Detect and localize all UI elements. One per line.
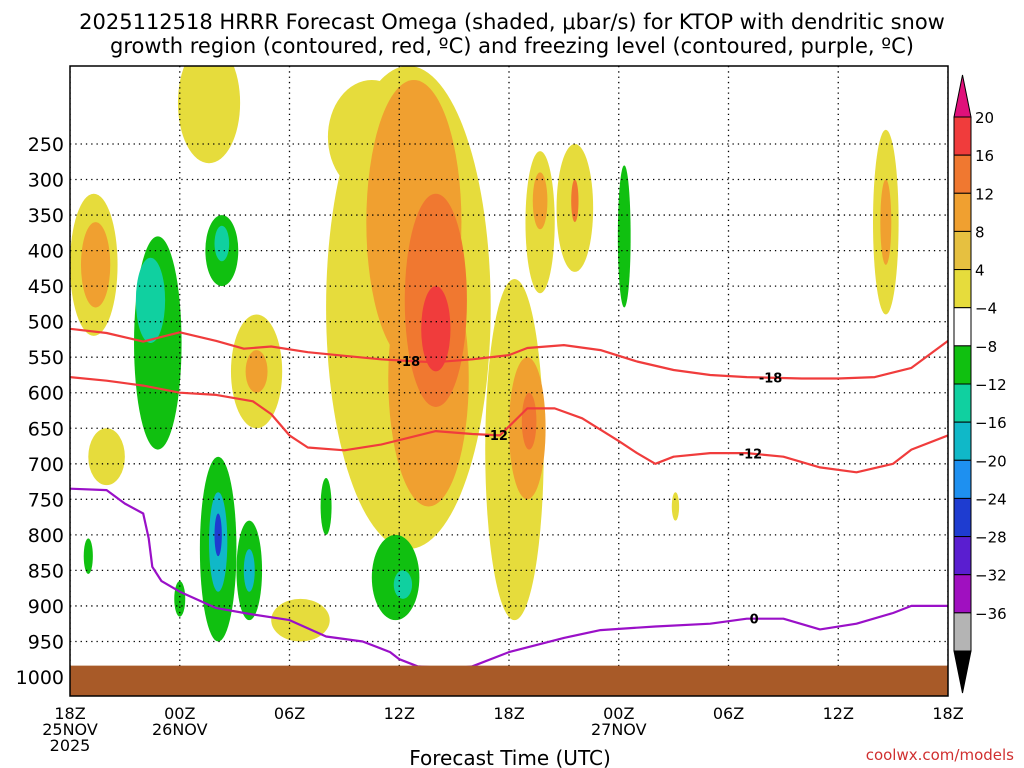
x-tick-label: 00Z — [603, 704, 634, 723]
x-tick-sublabel: 27NOV — [591, 720, 647, 739]
freezing-level-line — [70, 487, 948, 670]
colorbar: 20 16 12 8 4 −4 −8 −12 −16 −20 −24 −28 −32 −36 — [953, 74, 1007, 694]
y-tick-label: 300 — [28, 170, 64, 192]
y-axis: 250 300 350 400 450 500 550 600 650 700 750 800 850 9… — [16, 134, 64, 689]
colorbar-label: 20 — [975, 109, 994, 127]
omega-region — [671, 492, 680, 521]
colorbar-swatch — [953, 421, 972, 461]
colorbar-swatch — [953, 269, 972, 309]
omega-region — [214, 225, 230, 262]
y-tick-label: 400 — [28, 241, 64, 263]
y-tick-label: 1000 — [16, 667, 64, 689]
dgz-contour-label: -18 — [397, 355, 421, 370]
dgz-contour-label: -12 — [484, 429, 508, 444]
x-tick-label: 06Z — [274, 704, 305, 723]
omega-region — [243, 549, 255, 592]
y-tick-label: 800 — [28, 525, 64, 547]
chart-title-line-2: growth region (contoured, red, ºC) and f… — [110, 34, 914, 58]
omega-shading — [70, 66, 899, 642]
y-tick-label: 900 — [28, 596, 64, 618]
colorbar-label: 4 — [975, 262, 985, 280]
omega-region — [177, 66, 241, 164]
colorbar-label: −20 — [975, 452, 1007, 470]
x-tick-sublabel: 2025 — [50, 736, 91, 755]
dgz-contour-label: -18 — [759, 372, 783, 387]
colorbar-label: 8 — [975, 223, 985, 241]
omega-region — [245, 350, 268, 393]
omega-region — [532, 172, 548, 230]
colorbar-label: −36 — [975, 605, 1007, 623]
omega-region — [421, 286, 451, 372]
omega-region — [214, 513, 222, 557]
omega-region — [521, 392, 537, 450]
omega-region — [617, 165, 631, 308]
y-tick-label: 550 — [28, 347, 64, 369]
x-tick-label: 00Z — [164, 704, 195, 723]
freezing-level-label: 0 — [750, 613, 759, 628]
omega-region — [571, 179, 579, 223]
colorbar-swatch — [953, 345, 972, 385]
omega-region — [320, 478, 332, 535]
chart-title-line-1: 2025112518 HRRR Forecast Omega (shaded, … — [79, 10, 945, 34]
x-axis-label: Forecast Time (UTC) — [409, 746, 611, 768]
y-tick-label: 250 — [28, 134, 64, 156]
x-tick-label: 12Z — [384, 704, 415, 723]
colorbar-swatch — [953, 383, 972, 423]
omega-region — [83, 538, 93, 574]
y-tick-label: 950 — [28, 631, 64, 653]
contour-lines: -18 -18 -12 -12 0 — [70, 327, 948, 670]
ground-surface — [70, 665, 948, 696]
x-tick-label: 06Z — [713, 704, 744, 723]
omega-region — [88, 428, 125, 486]
omega-region — [880, 179, 892, 265]
x-tick-label: 18Z — [54, 704, 85, 723]
y-tick-label: 700 — [28, 454, 64, 476]
colorbar-swatch — [953, 192, 972, 232]
y-tick-label: 350 — [28, 205, 64, 227]
y-tick-label: 500 — [28, 312, 64, 334]
colorbar-swatch — [953, 230, 972, 271]
dgz-contour-line — [70, 327, 948, 380]
plot-frame — [69, 65, 949, 697]
y-tick-label: 650 — [28, 418, 64, 440]
x-tick-label: 18Z — [932, 704, 963, 723]
x-tick-label: 12Z — [823, 704, 854, 723]
colorbar-label: −28 — [975, 529, 1007, 547]
omega-region — [393, 570, 413, 599]
colorbar-label: 16 — [975, 147, 994, 165]
x-tick-sublabel: 25NOV — [42, 720, 98, 739]
dgz-contour-label: -12 — [739, 447, 763, 462]
colorbar-label: 12 — [975, 185, 994, 203]
omega-region — [135, 257, 166, 343]
colorbar-swatch — [953, 116, 972, 156]
colorbar-label: −16 — [975, 414, 1007, 432]
grid-lines — [70, 66, 948, 696]
y-tick-label: 750 — [28, 489, 64, 511]
y-tick-label: 850 — [28, 560, 64, 582]
colorbar-label: −8 — [975, 338, 997, 356]
dgz-contour-line — [70, 376, 948, 474]
colorbar-bottom-arrow — [953, 650, 972, 694]
credit-text[interactable]: coolwx.com/models — [866, 746, 1014, 764]
colorbar-label: −12 — [975, 376, 1007, 394]
omega-region — [80, 222, 111, 308]
colorbar-swatch — [953, 536, 972, 576]
plot-area: -18 -18 -12 -12 0 — [70, 66, 948, 696]
y-tick-label: 600 — [28, 383, 64, 405]
x-tick-label: 18Z — [493, 704, 524, 723]
colorbar-swatch — [953, 497, 972, 538]
colorbar-swatch — [953, 612, 972, 652]
colorbar-swatch — [953, 459, 972, 499]
colorbar-swatch — [953, 574, 972, 614]
y-tick-label: 450 — [28, 276, 64, 298]
colorbar-label: −32 — [975, 567, 1007, 585]
x-tick-sublabel: 26NOV — [152, 720, 208, 739]
colorbar-label: −4 — [975, 300, 997, 318]
colorbar-label: −24 — [975, 490, 1007, 508]
colorbar-swatch — [953, 154, 972, 194]
colorbar-swatch — [953, 307, 972, 347]
